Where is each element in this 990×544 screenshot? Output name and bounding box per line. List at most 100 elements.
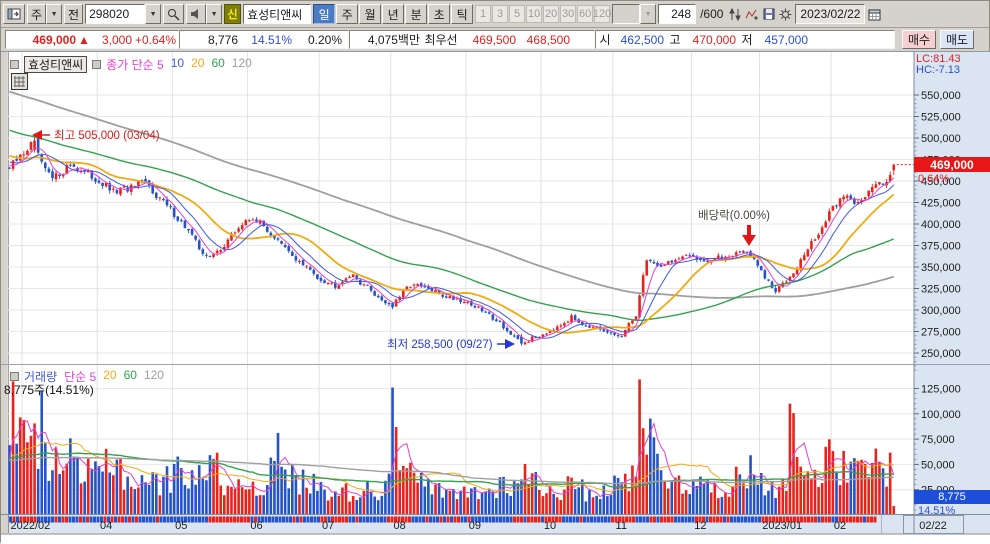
volume-bar [151,472,154,514]
interval-button-1[interactable]: 1 [475,5,492,23]
volume-bar [273,460,276,514]
period-button-틱[interactable]: 틱 [451,4,474,24]
chart-style-dropdown[interactable]: 주 ▼ [27,4,63,24]
prev-stock-button[interactable]: 전 [64,4,84,24]
date-strip-cell [282,516,285,523]
date-strip-cell [670,516,674,523]
price-axis-tick: 250,000 [921,348,961,360]
date-strip-cell [327,516,331,523]
period-button-일[interactable]: 일 [313,4,336,24]
volume-bar [555,497,559,514]
panel-toggle-button[interactable] [3,4,25,24]
volume-bar [108,472,112,514]
volume-bar [448,490,452,514]
legend-drag-handle[interactable] [92,60,102,69]
bar-count-input[interactable]: 248 [658,4,697,24]
candle [516,335,520,339]
legend-drag-handle[interactable] [10,60,19,69]
candle [495,319,498,322]
legend-drag-handle[interactable] [10,372,19,381]
interval-button-120[interactable]: 120 [593,5,611,23]
date-strip-cell [355,516,359,523]
candle [634,316,638,321]
extra-dropdown-value [612,4,641,24]
speaker-icon-wrap[interactable] [186,4,207,24]
interval-button-20[interactable]: 20 [543,5,560,23]
date-strip-cell [502,516,506,523]
date-strip-cell [250,516,254,523]
chevron-down-icon[interactable]: ▼ [46,4,63,24]
volume-bar [570,477,573,514]
date-strip-cell [268,516,271,523]
period-button-분[interactable]: 분 [405,4,428,24]
drawing-tool-icon[interactable] [11,73,28,93]
date-strip-cell [751,516,754,523]
volume-bar [441,497,444,514]
date-strip-cell [590,516,593,523]
stock-code-value[interactable]: 298020 [85,4,146,24]
period-button-주[interactable]: 주 [336,4,359,24]
volume-bar [598,499,602,514]
candle [373,291,376,296]
extra-dropdown[interactable]: ▼ [612,4,657,24]
candle [563,323,566,326]
volume-bar [294,476,298,514]
volume-bar [763,495,767,514]
candle [512,335,516,337]
chart-canvas[interactable]: 550,000525,000500,000475,000450,000425,0… [1,52,990,534]
stock-code-combo[interactable]: 298020 ▼ [85,4,162,24]
candle [570,315,573,323]
search-button[interactable] [163,4,185,24]
volume-bar [265,485,269,514]
buy-button[interactable]: 매수 [902,30,936,49]
bar-total-label: /600 [700,7,724,21]
interval-button-30[interactable]: 30 [560,5,577,23]
interval-button-60[interactable]: 60 [577,5,594,23]
candle [856,201,860,204]
sound-dropdown[interactable]: ▼ [186,4,223,24]
candle [455,298,459,300]
interval-button-3[interactable]: 3 [492,5,509,23]
volume-bar [720,496,724,514]
candle [108,183,112,191]
volume-bar [391,387,394,514]
stock-name-field[interactable]: 효성티앤씨 [243,4,312,24]
period-button-월[interactable]: 월 [359,4,382,24]
period-button-초[interactable]: 초 [428,4,451,24]
chevron-down-icon[interactable]: ▼ [206,4,223,24]
sell-button[interactable]: 매도 [940,30,974,49]
interval-button-5[interactable]: 5 [509,5,526,23]
settings-button[interactable] [778,5,793,23]
save-button[interactable] [761,5,776,23]
calendar-button[interactable] [867,5,882,23]
date-strip-cell [138,516,142,523]
candle [212,254,215,257]
candle [649,259,652,261]
candle [144,179,147,182]
volume-bar [641,428,645,514]
candle [369,286,373,291]
candle [738,251,742,253]
compare-chart-button[interactable] [744,5,759,23]
date-strip-cell [443,516,446,523]
volume-bar [112,475,115,514]
date-strip-cell [810,516,814,523]
bottom-strip [1,534,990,544]
chevron-down-icon[interactable]: ▼ [145,4,162,24]
date-strip-cell [628,516,632,523]
adjust-bars-button[interactable] [727,5,742,23]
candle [767,279,770,281]
date-strip-cell [548,516,551,523]
price-axis-tick: 325,000 [921,284,961,296]
date-strip-cell [485,516,488,523]
period-button-년[interactable]: 년 [382,4,405,24]
candle [115,190,119,194]
volume-bar [738,474,742,514]
legend-stock-name[interactable]: 효성티앤씨 [24,56,88,73]
date-strip-cell [835,516,838,523]
chevron-down-icon[interactable]: ▼ [640,4,657,24]
date-field[interactable]: 2023/02/22 [795,4,866,24]
interval-button-10[interactable]: 10 [526,5,543,23]
volume-current-text: 8,775주(14.51%) [4,383,94,397]
